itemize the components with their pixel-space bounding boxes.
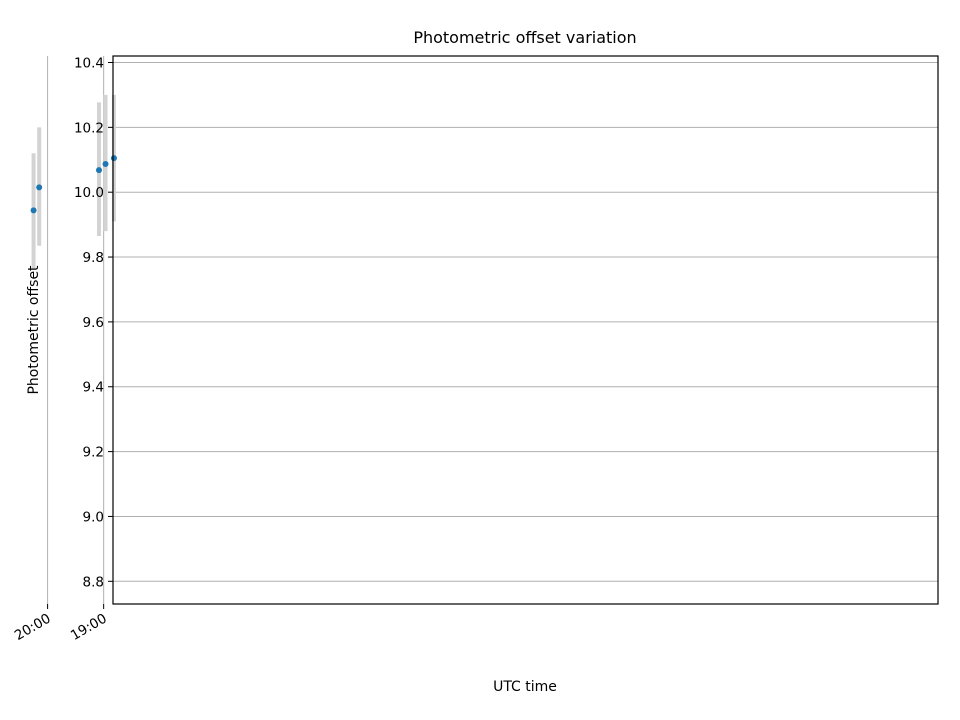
data-point <box>36 184 43 191</box>
chart-title: Photometric offset variation <box>413 28 636 47</box>
x-axis-label: UTC time <box>493 679 557 695</box>
y-tick-label: 9.8 <box>83 250 104 266</box>
y-tick-label: 10.4 <box>74 55 104 71</box>
data-point <box>102 160 109 167</box>
data-point <box>95 167 102 174</box>
data-point <box>30 207 37 214</box>
y-tick-label: 9.0 <box>83 509 104 525</box>
y-tick-label: 8.8 <box>83 574 104 590</box>
y-axis-label: Photometric offset <box>26 265 42 395</box>
y-tick-label: 9.6 <box>83 315 104 331</box>
data-point <box>110 155 117 162</box>
y-tick-label: 10.0 <box>74 185 104 201</box>
plot-frame <box>112 55 939 605</box>
y-tick-label: 10.2 <box>74 120 104 136</box>
y-tick-label: 9.4 <box>83 380 104 396</box>
grid <box>47 56 938 604</box>
y-tick-label: 9.2 <box>83 445 104 461</box>
y-axis-ticks: 8.8 9.0 9.2 9.4 9.6 9.8 10.0 10.2 10.4 <box>74 55 113 590</box>
